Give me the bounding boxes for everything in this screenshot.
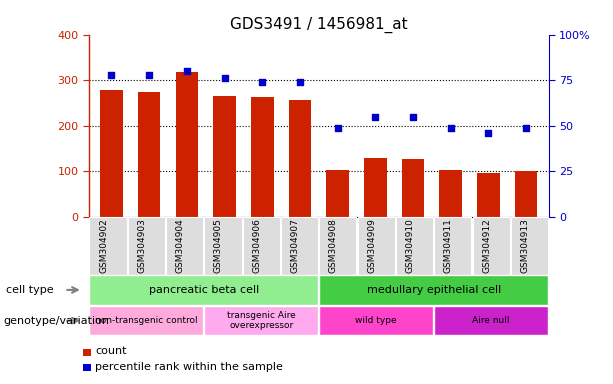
Text: GSM304913: GSM304913 [520, 218, 530, 273]
Bar [138, 93, 161, 217]
Text: GSM304909: GSM304909 [367, 218, 376, 273]
Bar [477, 173, 500, 217]
Text: medullary epithelial cell: medullary epithelial cell [367, 285, 501, 295]
Point [521, 124, 531, 131]
Bar [251, 97, 273, 217]
Text: pancreatic beta cell: pancreatic beta cell [149, 285, 259, 295]
Text: genotype/variation: genotype/variation [3, 316, 109, 326]
Bar [100, 90, 123, 217]
Text: non-transgenic control: non-transgenic control [95, 316, 197, 325]
Text: GSM304902: GSM304902 [99, 218, 108, 273]
Bar [213, 96, 236, 217]
Text: percentile rank within the sample: percentile rank within the sample [95, 362, 283, 372]
Text: GSM304905: GSM304905 [214, 218, 223, 273]
Text: GSM304910: GSM304910 [406, 218, 414, 273]
Text: cell type: cell type [6, 285, 54, 295]
Point [182, 68, 192, 74]
Point [107, 72, 116, 78]
Text: Aire null: Aire null [473, 316, 510, 325]
Text: GSM304912: GSM304912 [482, 218, 491, 273]
Point [333, 124, 343, 131]
Bar [326, 170, 349, 217]
Point [144, 72, 154, 78]
Point [219, 75, 229, 81]
Point [484, 130, 493, 136]
Bar [289, 100, 311, 217]
Bar [402, 159, 424, 217]
Text: wild type: wild type [356, 316, 397, 325]
Text: GSM304903: GSM304903 [137, 218, 147, 273]
Text: GSM304911: GSM304911 [444, 218, 453, 273]
Point [370, 114, 380, 120]
Point [408, 114, 418, 120]
Bar [364, 158, 387, 217]
Point [257, 79, 267, 85]
Text: GSM304904: GSM304904 [176, 218, 185, 273]
Bar [440, 170, 462, 217]
Bar [515, 171, 538, 217]
Text: transgenic Aire
overexpressor: transgenic Aire overexpressor [227, 311, 295, 330]
Text: GSM304907: GSM304907 [291, 218, 300, 273]
Title: GDS3491 / 1456981_at: GDS3491 / 1456981_at [230, 17, 408, 33]
Point [295, 79, 305, 85]
Text: count: count [95, 346, 126, 356]
Text: GSM304906: GSM304906 [253, 218, 261, 273]
Point [446, 124, 455, 131]
Text: GSM304908: GSM304908 [329, 218, 338, 273]
Bar [175, 72, 198, 217]
